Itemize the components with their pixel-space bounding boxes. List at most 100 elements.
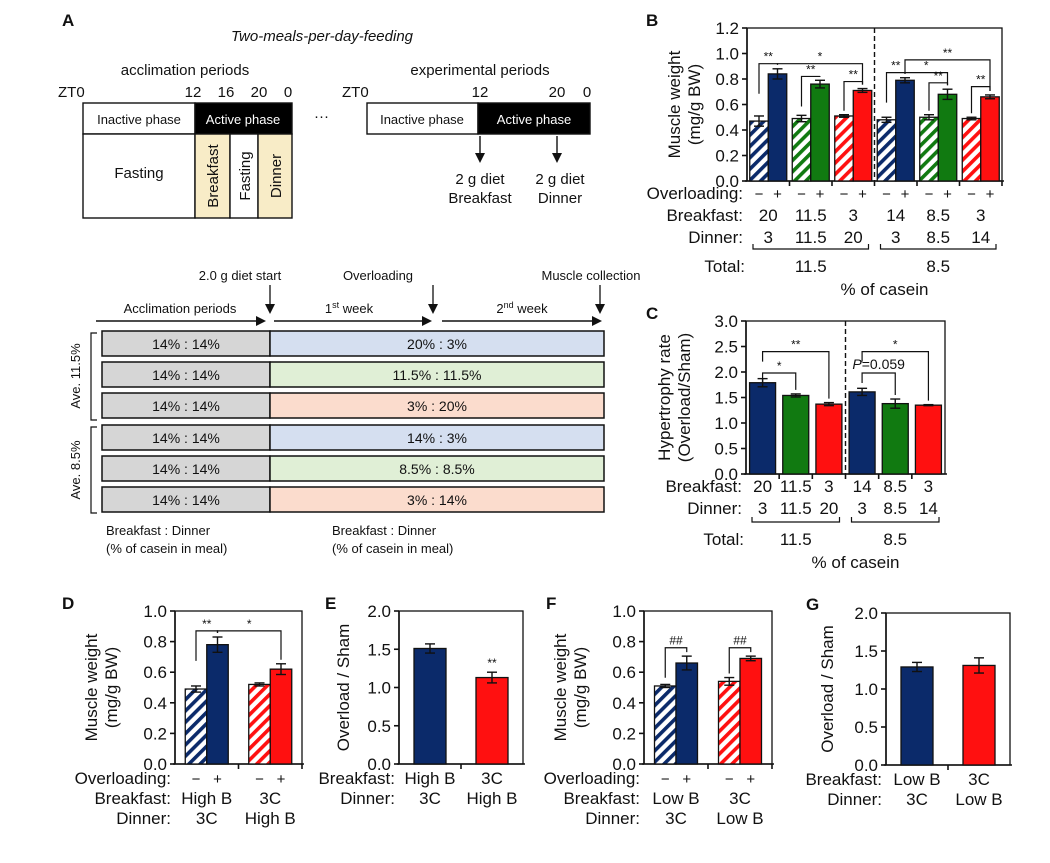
breakfast-value: 3	[924, 477, 933, 496]
y-tick-label: 0.6	[143, 663, 167, 682]
row-label: Overloading:	[647, 184, 743, 203]
y-axis-unit: (mg/g BW)	[571, 647, 590, 728]
row-label: Dinner:	[687, 499, 742, 518]
footer-left-line1: Breakfast : Dinner	[106, 523, 211, 538]
acclimation-active-cell	[194, 102, 293, 135]
y-tick-label: 0.8	[143, 633, 167, 652]
bar	[413, 647, 447, 765]
overloading-sign: +	[986, 186, 995, 203]
significance-bracket	[861, 351, 930, 401]
panel-label: F	[546, 594, 556, 613]
acclimation-ratio: 14% : 14%	[152, 336, 220, 352]
acclimation-zt0: ZT0	[58, 84, 85, 101]
group-bracket-8-5	[90, 426, 97, 514]
y-tick-label: 0.8	[612, 633, 636, 652]
acclimation-ratio: 14% : 14%	[152, 398, 220, 414]
y-tick-label: 3.0	[714, 312, 738, 331]
dinner-value: 8.5	[926, 228, 950, 247]
panel-label: G	[806, 595, 819, 614]
y-tick-label: 1.0	[143, 602, 167, 621]
bar-overload	[810, 83, 830, 182]
y-axis-title: Muscle weight	[551, 633, 570, 741]
y-tick-label: 0.0	[854, 756, 878, 775]
total-value: 8.5	[926, 257, 950, 276]
experimental-active-label: Active phase	[497, 112, 571, 127]
y-tick-label: 1.0	[854, 680, 878, 699]
y-axis-title: Overload / Sham	[334, 624, 353, 752]
significance-label: **	[891, 59, 901, 73]
experimental-ratio: 14% : 3%	[407, 430, 467, 446]
row-label: Dinner:	[688, 228, 743, 247]
breakfast-value: 3C	[481, 769, 503, 788]
bar	[848, 391, 876, 475]
total-label: Total:	[703, 530, 744, 549]
meal1-name: Breakfast	[448, 190, 512, 207]
breakfast-value: High B	[404, 769, 455, 788]
dinner-value: 11.5	[795, 228, 827, 247]
experimental-inactive-label: Inactive phase	[380, 112, 464, 127]
experimental-cell	[269, 392, 605, 419]
bar-overload	[675, 662, 699, 765]
row-label: Dinner:	[116, 809, 171, 828]
total-value: 11.5	[780, 530, 812, 549]
y-tick-label: 1.2	[715, 19, 739, 38]
breakfast-value: High B	[181, 789, 232, 808]
breakfast-value: 20	[759, 206, 778, 225]
y-tick-label: 0.0	[715, 172, 739, 191]
acclimation-inactive-cell	[82, 102, 196, 135]
y-axis-title: Muscle weight	[665, 50, 684, 158]
experimental-cell	[269, 361, 605, 388]
bar-overload	[206, 644, 229, 765]
overloading-sign: +	[858, 186, 867, 203]
significance-bracket	[970, 86, 991, 114]
dinner-value: 20	[819, 499, 838, 518]
significance-label: *	[818, 50, 823, 64]
period-week2: 2nd week	[496, 300, 548, 316]
significance-bracket	[776, 63, 864, 85]
y-tick-label: 1.0	[612, 602, 636, 621]
y-tick-label: 0.5	[854, 718, 878, 737]
fasting-2-label: Fasting	[237, 151, 254, 200]
acclimation-heading: acclimation periods	[121, 62, 249, 79]
row-label: Breakfast:	[563, 789, 640, 808]
bar-sham	[653, 685, 677, 765]
y-axis-unit: (mg/g BW)	[685, 64, 704, 145]
breakfast-value: Low B	[652, 789, 699, 808]
breakfast-value: 3	[824, 477, 833, 496]
acclimation-tick-16: 16	[218, 84, 235, 101]
overloading-sign: +	[746, 771, 755, 788]
panel-c-chart: C0.00.51.01.52.02.53.020311.511.53201438…	[646, 304, 947, 572]
y-axis-title: Hypertrophy rate	[655, 334, 674, 461]
meal2-amount: 2 g diet	[535, 171, 585, 188]
experimental-ratio: 3% : 14%	[407, 492, 467, 508]
panel-label: C	[646, 304, 658, 323]
significance-label: **	[764, 50, 774, 64]
significance-mark: **	[487, 656, 497, 670]
dinner-value: 3C	[665, 809, 687, 828]
bar-sham	[248, 683, 271, 765]
experimental-active-cell	[477, 102, 591, 135]
significance-bracket	[761, 372, 797, 390]
y-tick-label: 2.0	[854, 604, 878, 623]
significance-bracket	[928, 82, 949, 111]
breakfast-value: 8.5	[926, 206, 950, 225]
y-axis-unit: (mg/g BW)	[102, 647, 121, 728]
total-label: Total:	[704, 257, 745, 276]
experimental-ratio: 3% : 20%	[407, 398, 467, 414]
bar-overload	[739, 657, 763, 765]
dinner-value: 11.5	[780, 499, 812, 518]
total-value: 11.5	[795, 257, 827, 276]
significance-label: *	[893, 338, 898, 352]
period-acclimation: Acclimation periods	[124, 301, 237, 316]
total-bracket	[850, 517, 940, 523]
total-bracket	[751, 517, 841, 523]
breakfast-label: Breakfast	[205, 143, 222, 207]
y-tick-label: 2.5	[714, 338, 738, 357]
footer-right-line1: Breakfast : Dinner	[332, 523, 437, 538]
dinner-value: 3C	[419, 789, 441, 808]
acclimation-tick-0: 0	[284, 84, 292, 101]
ellipsis: ···	[314, 108, 329, 125]
experimental-cell	[269, 455, 605, 482]
bar	[748, 382, 777, 475]
